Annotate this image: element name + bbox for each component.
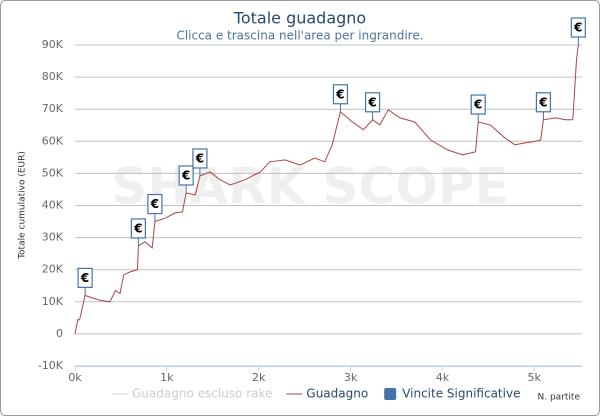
flag: € bbox=[192, 148, 208, 176]
y-tick-label: 60K bbox=[42, 134, 64, 147]
y-tick-label: 40K bbox=[42, 199, 64, 212]
flag-box bbox=[77, 267, 93, 288]
flag: € bbox=[178, 165, 194, 193]
x-tick-label: 5k bbox=[528, 371, 542, 384]
y-tick-label: 90K bbox=[42, 38, 64, 51]
legend-label: Guadagno escluso rake bbox=[132, 387, 272, 401]
flag-box bbox=[470, 94, 486, 115]
flag-label: € bbox=[367, 95, 376, 109]
legend-item[interactable]: Guadagno bbox=[286, 387, 368, 401]
flag-label: € bbox=[80, 271, 89, 285]
flag-label: € bbox=[195, 151, 204, 165]
flag: € bbox=[77, 267, 93, 296]
flag: € bbox=[364, 92, 381, 120]
legend-label: Vincite Significative bbox=[402, 387, 520, 401]
x-tick-label: 2k bbox=[252, 371, 266, 384]
chart-title: Totale guadagno bbox=[233, 9, 366, 28]
flag-label: € bbox=[473, 98, 482, 112]
y-tick-label: 0 bbox=[56, 327, 63, 340]
data-line bbox=[74, 44, 579, 334]
y-tick-label: -10K bbox=[38, 359, 64, 372]
flag: € bbox=[147, 193, 163, 222]
legend-item[interactable]: Vincite Significative bbox=[384, 387, 520, 401]
y-tick-label: 70K bbox=[42, 102, 64, 115]
legend-symbol bbox=[384, 388, 397, 400]
flag-box bbox=[570, 17, 586, 38]
y-axis-title: Totale cumulativo (EUR) bbox=[18, 151, 28, 260]
flag-box bbox=[178, 165, 194, 186]
y-tick-label: 10K bbox=[42, 295, 64, 308]
x-axis-title: N. partite bbox=[538, 393, 581, 403]
legend-item[interactable]: Guadagno escluso rake bbox=[112, 387, 272, 401]
legend-label: Guadagno bbox=[306, 387, 368, 401]
flag-box bbox=[535, 92, 552, 113]
x-tick-label: 0k bbox=[68, 371, 82, 384]
y-tick-label: 80K bbox=[42, 70, 64, 83]
flag-label: € bbox=[150, 197, 159, 211]
markers: € € € € € € € € € € bbox=[77, 17, 586, 296]
flag: € bbox=[130, 218, 146, 246]
flag-label: € bbox=[335, 87, 344, 101]
x-tick-label: 4k bbox=[436, 371, 450, 384]
flag-box bbox=[332, 84, 349, 105]
flag: € bbox=[570, 17, 586, 45]
flag-label: € bbox=[573, 21, 582, 35]
flag: € bbox=[332, 84, 349, 112]
flag-label: € bbox=[181, 168, 190, 182]
flag: € bbox=[535, 92, 552, 120]
x-tick-label: 3k bbox=[344, 371, 358, 384]
flag-box bbox=[147, 193, 163, 215]
y-tick-label: 30K bbox=[42, 231, 64, 244]
y-tick-label: 20K bbox=[42, 263, 64, 276]
watermark: SHARK SCOPE bbox=[111, 158, 508, 216]
flag-label: € bbox=[133, 221, 142, 235]
flag-box bbox=[192, 148, 208, 169]
y-tick-label: 50K bbox=[42, 166, 64, 179]
flag-label: € bbox=[538, 95, 547, 109]
x-tick-label: 1k bbox=[160, 371, 174, 384]
flag-box bbox=[130, 218, 146, 239]
flag-box bbox=[364, 92, 381, 113]
flag: € bbox=[470, 94, 486, 123]
chart-subtitle: Clicca e trascina nell'area per ingrandi… bbox=[176, 29, 423, 43]
